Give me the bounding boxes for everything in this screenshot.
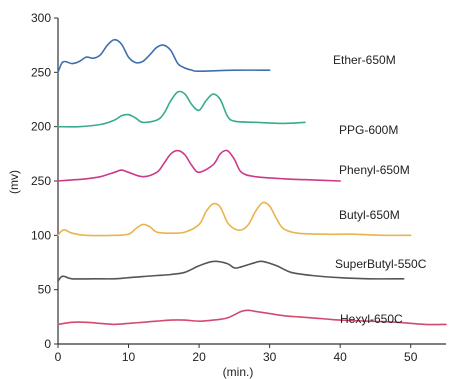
series-label-hexyl-650c: Hexyl-650C — [340, 312, 403, 326]
series-labels: Ether-650M PPG-600M Phenyl-650M Butyl-650M S… — [333, 53, 427, 326]
x-ticks: 0 10 20 30 40 50 — [55, 344, 418, 364]
series-line-hexyl-650c — [57, 309, 447, 326]
y-axis-title: (mv) — [7, 170, 21, 194]
x-tick-label-3: 30 — [263, 350, 277, 364]
y-tick-label-0: 0 — [44, 337, 51, 351]
series-label-butyl-650m: Butyl-650M — [339, 208, 400, 222]
series-lines — [57, 38, 447, 326]
series-label-ppg-600m: PPG-600M — [339, 123, 398, 137]
series-label-superbutyl-550c: SuperButyl-550C — [335, 257, 427, 271]
series-line-butyl-650m — [57, 201, 412, 237]
x-axis-title: (min.) — [223, 365, 254, 379]
y-tick-label-6: 300 — [31, 11, 51, 25]
y-tick-label-5: 250 — [31, 65, 51, 79]
y-tick-label-3: 250 — [31, 174, 51, 188]
series-line-ppg-600m — [57, 90, 306, 128]
x-tick-label-4: 40 — [334, 350, 348, 364]
series-label-ether-650m: Ether-650M — [333, 53, 396, 67]
x-tick-label-5: 50 — [404, 350, 418, 364]
y-tick-label-2: 100 — [31, 228, 51, 242]
y-tick-label-4: 200 — [31, 120, 51, 134]
y-ticks: 0 50 100 250 200 250 300 — [31, 11, 58, 351]
series-line-ether-650m — [57, 38, 271, 74]
x-tick-label-1: 10 — [122, 350, 136, 364]
series-line-phenyl-650m — [57, 149, 341, 182]
y-tick-label-1: 50 — [38, 283, 52, 297]
x-tick-label-0: 0 — [55, 350, 62, 364]
series-line-superbutyl-550c — [57, 260, 405, 282]
x-tick-label-2: 20 — [192, 350, 206, 364]
series-label-phenyl-650m: Phenyl-650M — [339, 163, 410, 177]
